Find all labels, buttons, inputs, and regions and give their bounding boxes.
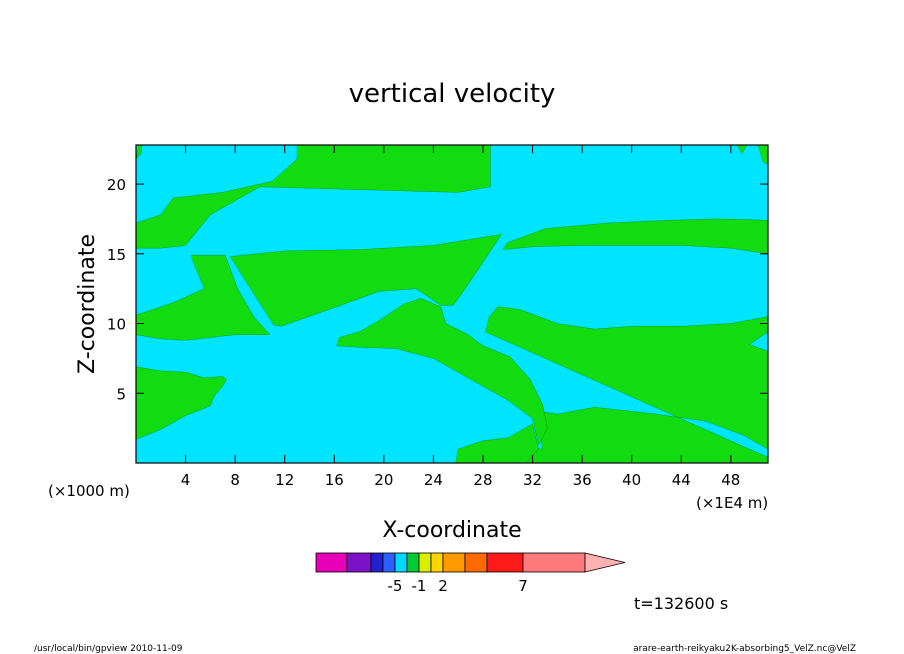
x-unit-right: (×1E4 m) (696, 494, 768, 512)
colorbar-ticks: -5 -1 2 7 (388, 577, 528, 595)
colorbar-swatch (346, 552, 372, 573)
x-tick-label: 32 (523, 471, 542, 489)
colorbar-swatch (522, 552, 586, 573)
colorbar-swatch (370, 552, 384, 573)
x-axis-title: X-coordinate (382, 518, 521, 543)
colorbar-swatch (382, 552, 396, 573)
x-tick-label: 20 (374, 471, 393, 489)
region-band-upper-right-green (502, 218, 768, 255)
region-wedge-left-green (136, 254, 271, 341)
region-bulge-lower-green (336, 298, 548, 446)
colorbar-swatch (394, 552, 408, 573)
y-axis-title: Z-coordinate (75, 234, 100, 374)
x-axis: 4 8 12 16 20 24 28 32 36 40 44 48 (181, 145, 740, 489)
x-tick-label: 40 (622, 471, 641, 489)
footer-source: arare-earth-reikyaku2K-absorbing5_VelZ.n… (633, 644, 856, 654)
y-tick-label: 20 (107, 176, 126, 194)
x-tick-label: 24 (424, 471, 443, 489)
colorbar-tick-label: 7 (518, 577, 528, 595)
y-axis: 5 10 15 20 (107, 176, 768, 403)
region-top-left-speck-green (136, 145, 143, 160)
y-tick-label: 5 (116, 385, 126, 403)
x-tick-label: 44 (672, 471, 691, 489)
region-top-right-edge-green (757, 145, 768, 165)
x-tick-label: 36 (573, 471, 592, 489)
x-tick-label: 28 (473, 471, 492, 489)
region-band-upper-green (136, 145, 491, 249)
x-tick-label: 48 (721, 471, 740, 489)
x-unit-left: (×1000 m) (48, 482, 130, 500)
colorbar-swatch (486, 552, 524, 573)
colorbar-swatch (406, 552, 420, 573)
colorbar-tick-label: 2 (438, 577, 448, 595)
time-label: t=132600 s (634, 594, 728, 613)
region-top-right-speck-green (736, 145, 748, 154)
x-tick-label: 4 (181, 471, 191, 489)
colorbar-swatch (464, 552, 488, 573)
chart-title: vertical velocity (349, 79, 556, 109)
x-tick-label: 8 (230, 471, 240, 489)
y-tick-label: 10 (107, 316, 126, 334)
plot-frame (135, 144, 769, 464)
x-tick-label: 12 (275, 471, 294, 489)
colorbar-swatch (442, 552, 466, 573)
y-tick-label: 15 (107, 246, 126, 264)
region-bottom-right-green (455, 423, 539, 463)
colorbar-swatch (430, 552, 444, 573)
x-tick-label: 16 (325, 471, 344, 489)
colorbar-extend-arrow (584, 552, 626, 573)
colorbar-swatch (418, 552, 432, 573)
colorbar-tick-label: -1 (412, 577, 427, 595)
colorbar (315, 552, 626, 573)
plot-area (136, 145, 768, 463)
region-lobe-lower-left-green (136, 366, 227, 440)
region-ridge-mid-green (229, 234, 503, 327)
colorbar-tick-label: -5 (388, 577, 403, 595)
colorbar-swatch (315, 552, 348, 573)
footer-program: /usr/local/bin/gpview 2010-11-09 (34, 644, 183, 654)
